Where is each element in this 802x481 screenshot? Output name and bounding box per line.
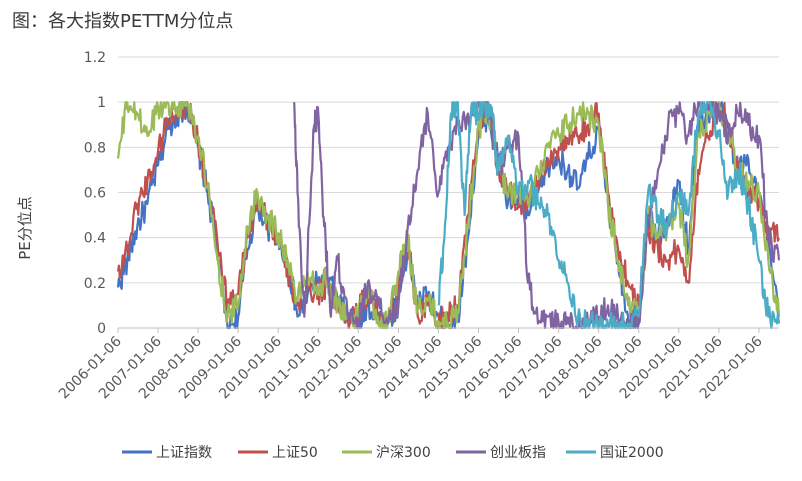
legend-label[interactable]: 创业板指 bbox=[490, 445, 546, 461]
y-tick-label: 0.6 bbox=[84, 186, 106, 202]
y-tick-label: 1 bbox=[97, 95, 106, 111]
series-lines bbox=[116, 101, 781, 330]
legend-label[interactable]: 沪深300 bbox=[376, 445, 431, 461]
legend-label[interactable]: 上证50 bbox=[272, 445, 318, 461]
y-tick-label: 0 bbox=[97, 321, 106, 337]
y-tick-label: 1.2 bbox=[84, 50, 106, 66]
y-tick-label: 0.2 bbox=[84, 276, 106, 292]
chart-title: 图：各大指数PETTM分位点 bbox=[12, 11, 234, 32]
y-tick-label: 0.8 bbox=[84, 140, 106, 156]
y-tick-label: 0.4 bbox=[84, 231, 106, 247]
legend-label[interactable]: 国证2000 bbox=[600, 445, 664, 461]
legend[interactable]: 上证指数 上证50 沪深300 创业板指 国证2000 bbox=[122, 445, 664, 461]
series-line-4 bbox=[293, 101, 781, 330]
series-line-3 bbox=[116, 101, 781, 330]
legend-label[interactable]: 上证指数 bbox=[156, 445, 212, 461]
y-axis-label: PE分位点 bbox=[16, 196, 34, 260]
